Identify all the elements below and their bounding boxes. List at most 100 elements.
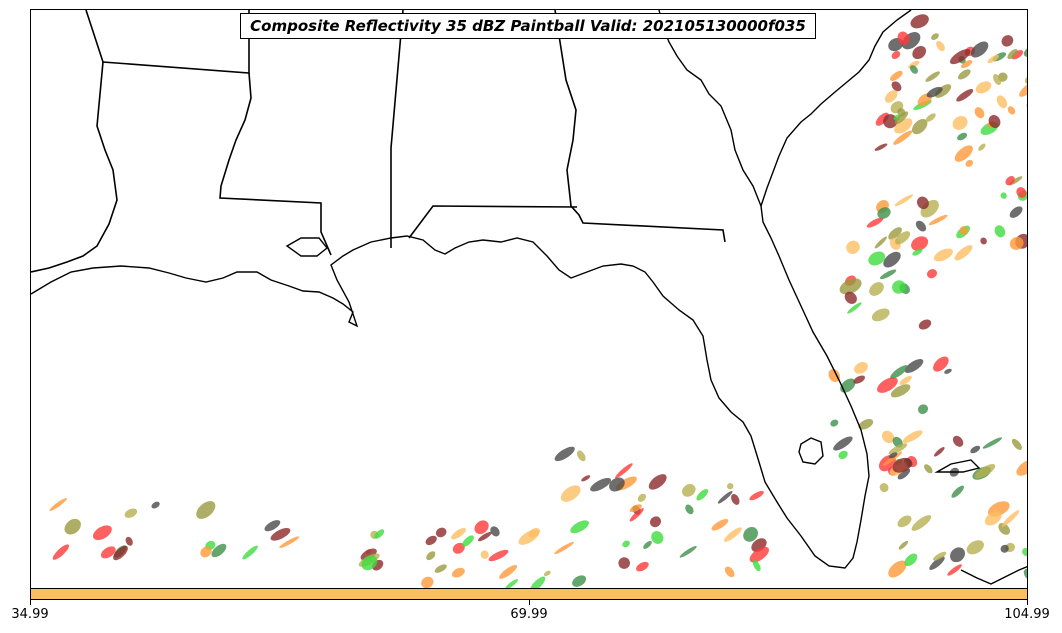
paintball-blob (1009, 236, 1024, 250)
paintball-blob (893, 130, 913, 145)
paintball-blob (570, 520, 589, 534)
paintball-blob (925, 71, 940, 82)
paintball-blob (52, 544, 70, 560)
la-ms-border (31, 61, 118, 273)
state-borders (31, 10, 726, 273)
paintball-blob (874, 143, 888, 151)
paintball-blob (749, 546, 770, 563)
paintball-blob (915, 220, 927, 232)
paintball-blob (488, 549, 509, 562)
lake-pontchartrain (285, 237, 328, 257)
paintball-blob (975, 81, 992, 94)
paintball-blob (974, 107, 985, 119)
ms-al-border (390, 10, 404, 248)
chart-title: Composite Reflectivity 35 dBZ Paintball … (240, 13, 816, 39)
paintball-blob (890, 365, 908, 379)
paintball-blob (518, 529, 540, 545)
ar-la-border (85, 10, 250, 74)
paintball-blob (894, 118, 913, 134)
paintball-blob (840, 378, 856, 393)
paintball-blob (899, 375, 912, 386)
paintball-blob (965, 159, 974, 167)
paintball-blob (1019, 81, 1027, 97)
paintball-blob (966, 540, 984, 555)
paintball-blob (891, 81, 902, 92)
paintball-blob (452, 542, 465, 554)
paintball-blob (984, 511, 1002, 526)
colorbar-tick-label-mid: 69.99 (510, 607, 548, 622)
paintball-blob (928, 214, 948, 226)
paintball-blob (648, 474, 667, 490)
paintball-blob (1016, 459, 1027, 476)
colorbar-tick-label-max: 104.99 (1004, 607, 1050, 622)
paintball-blob (1007, 49, 1018, 60)
paintball-blob (696, 489, 709, 501)
paintball-blob (881, 430, 895, 444)
paintball-blob (902, 430, 923, 444)
paintball-blob (830, 419, 839, 427)
paintball-blob (924, 464, 933, 474)
paintball-blob (936, 41, 945, 52)
paintball-blob (910, 14, 929, 29)
paintball-blob (833, 436, 853, 451)
paintball-blob (113, 545, 128, 561)
map-canvas (31, 10, 1027, 588)
paintball-blob (944, 368, 952, 374)
paintball-blob (954, 245, 973, 261)
paintball-blob (643, 540, 652, 549)
paintball-blob (649, 516, 662, 528)
paintball-blob (888, 443, 908, 455)
paintball-blob (847, 302, 862, 314)
paintball-blob (1000, 192, 1007, 199)
paintball-blob (993, 74, 1002, 85)
paintball-blob (196, 501, 216, 519)
paintball-blob (435, 527, 447, 538)
paintball-blob (874, 236, 887, 249)
paintball-blob (888, 452, 898, 459)
paintball-blob (685, 504, 694, 515)
paintball-blob (858, 419, 874, 430)
paintball-blob (926, 269, 938, 279)
paintball-blob (894, 194, 914, 207)
paintball-blob (499, 564, 518, 579)
paintball-blob (839, 278, 862, 295)
paintball-blob (752, 559, 761, 572)
paintball-blob (911, 119, 928, 135)
colorbar-tick (30, 600, 31, 605)
paintball-blob (898, 540, 909, 550)
paintball-blob (925, 113, 936, 122)
paintball-blob (618, 557, 631, 569)
paintball-blob (360, 548, 377, 561)
paintball-blob (92, 525, 112, 541)
paintball-blob (560, 485, 581, 502)
paintball-blob (951, 485, 964, 498)
paintball-blob (904, 553, 918, 567)
paintball-blob (978, 143, 986, 151)
paintball-blob (125, 536, 133, 546)
paintball-blob (1022, 548, 1027, 557)
paintball-blob (49, 498, 67, 511)
paintball-blob (884, 90, 898, 103)
paintball-blob (629, 504, 642, 513)
paintball-blob (954, 145, 973, 162)
paintball-blob (998, 522, 1010, 535)
paintball-blob (590, 477, 612, 492)
paintball-blob (854, 362, 868, 374)
paintball-blob (933, 248, 953, 262)
paintball-blob (480, 550, 489, 559)
paintball-blob (889, 70, 903, 81)
paintball-blob (581, 475, 591, 482)
paintball-blob (270, 527, 291, 541)
map-panel (30, 9, 1028, 589)
paintball-blob (1007, 106, 1016, 115)
paintball-blob (888, 560, 907, 578)
paintball-blob (1023, 568, 1027, 580)
paintball-blob (970, 41, 989, 58)
paintball-blob (242, 545, 258, 560)
ga-sc-coast (658, 10, 762, 207)
paintball-blob (1023, 43, 1027, 58)
paintball-blob (890, 384, 911, 398)
paintball-blob (866, 217, 884, 228)
paintball-blob (912, 248, 923, 256)
paintball-blob (916, 196, 929, 210)
